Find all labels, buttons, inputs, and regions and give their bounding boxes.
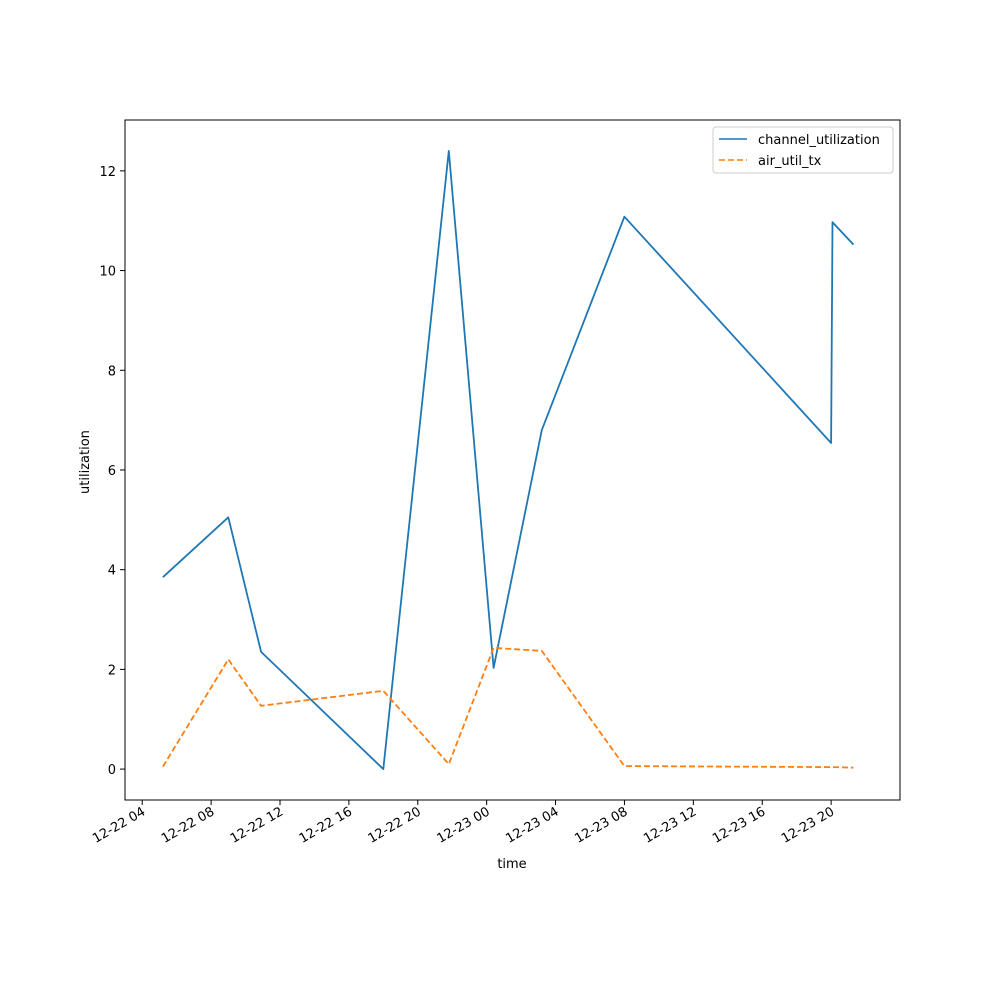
y-tick-label: 2 <box>108 663 116 678</box>
y-tick-label: 6 <box>108 464 116 479</box>
series-layer <box>162 149 855 770</box>
legend-box <box>712 126 894 174</box>
x-tick-label: 12-22 20 <box>366 804 424 846</box>
x-tick-label: 12-22 12 <box>228 804 286 846</box>
y-tick-label: 8 <box>108 364 116 379</box>
legend-label-channel-utilization: channel_utilization <box>758 133 880 148</box>
y-tick-label: 0 <box>108 763 116 778</box>
x-axis-ticks: 12-22 04 12-22 08 12-22 12 12-22 16 12-22 20… <box>90 800 837 847</box>
legend-label-air-util-tx: air_util_tx <box>758 154 822 169</box>
y-axis-label: utilization <box>78 430 93 494</box>
x-tick-label: 12-23 12 <box>641 804 699 846</box>
legend: channel_utilization air_util_tx <box>712 126 894 174</box>
y-axis-ticks: 0 2 4 6 8 10 12 <box>99 165 125 778</box>
x-tick-label: 12-23 08 <box>572 804 630 846</box>
x-tick-label: 12-22 08 <box>159 804 217 846</box>
series-line-air-util-tx <box>162 647 854 769</box>
plot-area <box>125 120 900 800</box>
y-tick-label: 12 <box>99 165 116 180</box>
x-tick-label: 12-23 04 <box>503 804 561 846</box>
x-tick-label: 12-23 16 <box>710 804 768 846</box>
x-tick-label: 12-22 16 <box>297 804 355 846</box>
x-axis-label: time <box>497 857 526 872</box>
x-tick-label: 12-23 20 <box>779 804 837 846</box>
y-tick-label: 10 <box>99 265 116 280</box>
x-tick-label: 12-23 00 <box>435 804 493 846</box>
y-tick-label: 4 <box>108 564 116 579</box>
series-line-channel-utilization <box>162 149 855 770</box>
plot-frame <box>124 119 901 801</box>
x-tick-label: 12-22 04 <box>90 804 148 846</box>
